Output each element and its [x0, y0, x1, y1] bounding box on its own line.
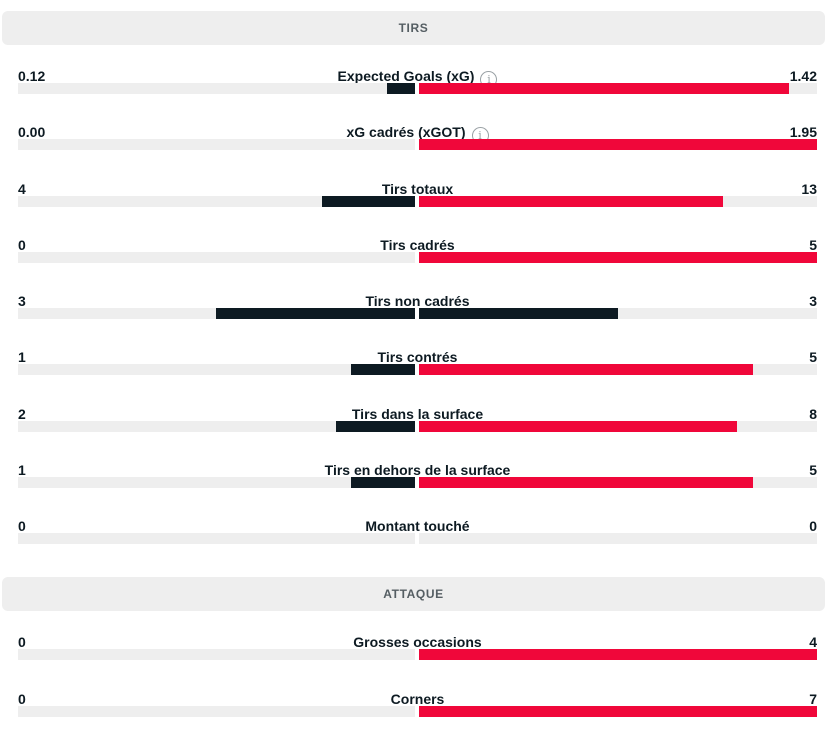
home-bar-track	[18, 196, 415, 207]
stat-row: 0 Tirs cadrés 5	[18, 236, 817, 276]
stat-label: Tirs non cadrés	[18, 292, 817, 310]
home-value: 3	[18, 293, 26, 309]
away-bar-fill	[419, 364, 753, 375]
stat-label-text: Tirs non cadrés	[365, 293, 470, 309]
away-bar-fill	[419, 706, 817, 717]
home-value: 0	[18, 237, 26, 253]
home-bar-fill	[351, 477, 415, 488]
away-bar-track	[419, 421, 817, 432]
home-bar-fill	[322, 196, 415, 207]
away-value: 1.95	[789, 124, 817, 140]
stat-label: Tirs dans la surface	[18, 405, 817, 423]
stat-label: Grosses occasions	[18, 633, 817, 651]
home-value: 0	[18, 691, 26, 707]
stat-label: Tirs en dehors de la surface	[18, 461, 817, 479]
away-bar-track	[419, 139, 817, 150]
home-bar-track	[18, 706, 415, 717]
home-bar-track	[18, 139, 415, 150]
stat-row: 0.12 Expected Goals (xG) i 1.42	[18, 67, 817, 107]
stat-row: 1 Tirs contrés 5	[18, 348, 817, 388]
home-value: 0	[18, 518, 26, 534]
home-value: 0	[18, 634, 26, 650]
stat-label: Tirs totaux	[18, 180, 817, 198]
home-bar-track	[18, 421, 415, 432]
stat-label-text: Tirs dans la surface	[351, 406, 484, 422]
stat-row: 3 Tirs non cadrés 3	[18, 292, 817, 332]
stat-row: 0.00 xG cadrés (xGOT) i 1.95	[18, 123, 817, 163]
stat-row: 0 Corners 7	[18, 690, 817, 730]
away-bar-track	[419, 477, 817, 488]
section-header-tirs: TIRS	[2, 11, 825, 45]
home-value: 1	[18, 462, 26, 478]
stat-row: 2 Tirs dans la surface 8	[18, 405, 817, 445]
section-header-attaque: ATTAQUE	[2, 577, 825, 611]
home-value: 0.00	[18, 124, 46, 140]
away-bar-track	[419, 196, 817, 207]
away-bar-track	[419, 533, 817, 544]
stat-label: Corners	[18, 690, 817, 708]
stat-label: Tirs cadrés	[18, 236, 817, 254]
away-value: 5	[809, 237, 817, 253]
away-bar-track	[419, 649, 817, 660]
home-bar-fill	[336, 421, 415, 432]
stat-label-text: Corners	[390, 691, 445, 707]
home-bar-track	[18, 477, 415, 488]
away-bar-fill	[419, 308, 618, 319]
home-value: 2	[18, 406, 26, 422]
away-bar-fill	[419, 139, 817, 150]
home-bar-track	[18, 649, 415, 660]
home-bar-track	[18, 252, 415, 263]
away-value: 5	[809, 349, 817, 365]
home-bar-fill	[216, 308, 415, 319]
away-bar-track	[419, 83, 817, 94]
stat-label-text: xG cadrés (xGOT)	[346, 124, 466, 140]
stat-row: 0 Montant touché 0	[18, 517, 817, 557]
home-value: 0.12	[18, 68, 46, 84]
away-value: 0	[809, 518, 817, 534]
away-bar-track	[419, 308, 817, 319]
home-value: 1	[18, 349, 26, 365]
home-bar-track	[18, 308, 415, 319]
away-value: 7	[809, 691, 817, 707]
stat-label: Tirs contrés	[18, 348, 817, 366]
away-value: 1.42	[789, 68, 817, 84]
away-bar-fill	[419, 196, 723, 207]
home-bar-track	[18, 83, 415, 94]
away-bar-fill	[419, 83, 789, 94]
stat-label-text: Tirs en dehors de la surface	[324, 462, 511, 478]
stat-row: 0 Grosses occasions 4	[18, 633, 817, 673]
away-bar-fill	[419, 649, 817, 660]
home-bar-fill	[387, 83, 415, 94]
stat-label: Montant touché	[18, 517, 817, 535]
home-bar-fill	[351, 364, 415, 375]
stat-label-text: Tirs totaux	[381, 181, 454, 197]
stat-label-text: Expected Goals (xG)	[337, 68, 475, 84]
away-bar-fill	[419, 421, 737, 432]
away-value: 8	[809, 406, 817, 422]
away-bar-fill	[419, 477, 753, 488]
away-bar-track	[419, 252, 817, 263]
away-value: 5	[809, 462, 817, 478]
stat-label-text: Grosses occasions	[353, 634, 482, 650]
away-bar-track	[419, 364, 817, 375]
home-value: 4	[18, 181, 26, 197]
away-bar-track	[419, 706, 817, 717]
away-bar-fill	[419, 252, 817, 263]
home-bar-track	[18, 533, 415, 544]
away-value: 3	[809, 293, 817, 309]
stat-row: 1 Tirs en dehors de la surface 5	[18, 461, 817, 501]
stat-row: 4 Tirs totaux 13	[18, 180, 817, 220]
home-bar-track	[18, 364, 415, 375]
away-value: 13	[801, 181, 817, 197]
stat-label-text: Tirs contrés	[377, 349, 458, 365]
stat-label-text: Montant touché	[365, 518, 470, 534]
stat-label-text: Tirs cadrés	[380, 237, 455, 253]
away-value: 4	[809, 634, 817, 650]
